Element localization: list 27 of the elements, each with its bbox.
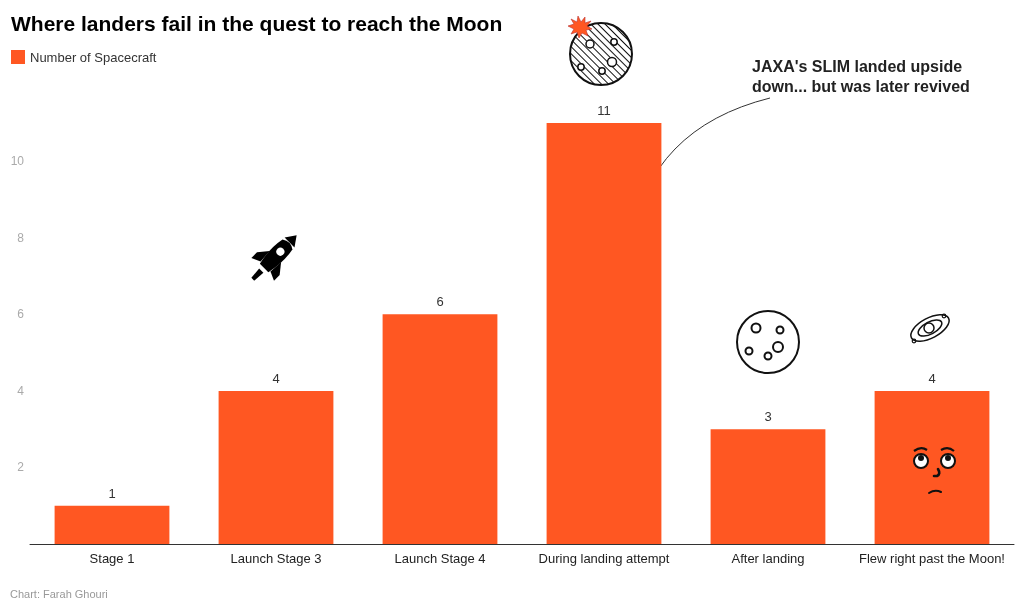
bar bbox=[710, 429, 826, 544]
data-label: 4 bbox=[272, 370, 280, 386]
bar bbox=[382, 314, 498, 544]
text: JAXA's SLIM landed upside down... but was later revived bbox=[752, 57, 970, 95]
data-label: 1 bbox=[108, 485, 116, 501]
x-tick-label: Launch Stage 4 bbox=[394, 551, 486, 566]
text: Chart: Farah Ghouri bbox=[10, 587, 108, 600]
legend-label: Number of Spacecraft bbox=[30, 49, 157, 65]
chart-title: Where landers fail in the quest to reach the Moon bbox=[11, 12, 503, 35]
bar bbox=[546, 123, 662, 544]
bar bbox=[218, 390, 334, 544]
data-label: 11 bbox=[597, 103, 611, 118]
x-tick-label: Flew right past the Moon! bbox=[859, 551, 1005, 566]
x-tick-label: Launch Stage 3 bbox=[230, 551, 322, 566]
y-tick-label: 2 bbox=[17, 460, 25, 475]
data-label: 4 bbox=[928, 370, 936, 386]
bar bbox=[874, 390, 990, 544]
data-label: 6 bbox=[436, 294, 444, 310]
x-tick-label: During landing attempt bbox=[538, 551, 670, 566]
bar bbox=[54, 505, 170, 544]
y-tick-label: 8 bbox=[17, 230, 25, 245]
data-label: 3 bbox=[764, 409, 772, 425]
y-tick-label: 6 bbox=[17, 307, 25, 322]
y-tick-label: 4 bbox=[17, 383, 25, 398]
x-tick-label: Stage 1 bbox=[89, 551, 135, 566]
y-tick-label: 10 bbox=[10, 154, 25, 169]
x-tick-label: After landing bbox=[731, 551, 805, 566]
